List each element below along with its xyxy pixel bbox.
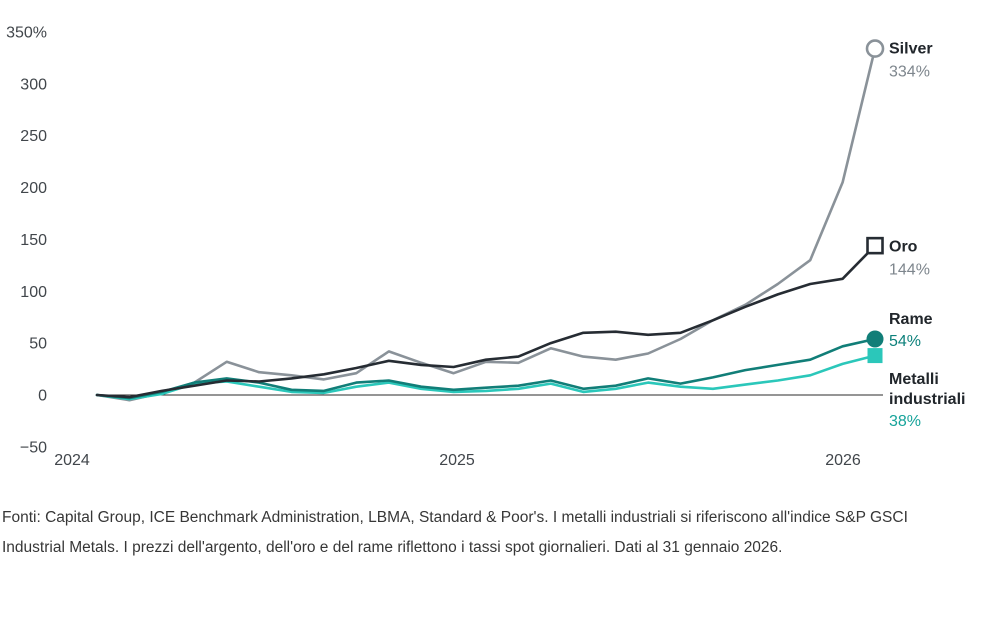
y-axis-tick-label: 200	[20, 180, 47, 197]
metals-performance-chart: 350% 300 250 200 150 100 50 0 −50 2024 2025 2026 Sil…	[6, 25, 965, 470]
oro-line	[95, 244, 877, 399]
silver-legend-value: 334%	[889, 64, 930, 81]
silver-marker	[865, 39, 885, 58]
rame-marker	[866, 330, 884, 348]
silver-legend-label: Silver	[889, 41, 933, 58]
source-footnote: Fonti: Capital Group, ICE Benchmark Admi…	[2, 509, 908, 556]
chart-svg: 350% 300 250 200 150 100 50 0 −50 2024 2025 2026 Sil…	[6, 25, 965, 470]
y-axis-tick-label: 350%	[6, 25, 47, 42]
y-axis-tick-label: 150	[20, 232, 47, 249]
y-axis-tick-label: 0	[38, 388, 47, 405]
y-axis-tick-label: −50	[20, 439, 47, 456]
oro-marker	[866, 236, 884, 255]
oro-legend-label: Oro	[889, 239, 918, 256]
y-axis-tick-label: 250	[20, 128, 47, 145]
x-axis-tick-label: 2024	[54, 452, 90, 469]
metalli-industriali-marker	[867, 348, 883, 364]
metalli-industriali-legend-value: 38%	[889, 413, 921, 430]
silver-line	[95, 47, 877, 402]
rame-legend-label: Rame	[889, 311, 933, 328]
y-axis-tick-label: 300	[20, 76, 47, 93]
rame-legend-value: 54%	[889, 333, 921, 350]
y-axis-tick-label: 100	[20, 284, 47, 301]
x-axis-tick-label: 2026	[825, 452, 861, 469]
y-axis-tick-label: 50	[29, 336, 47, 353]
x-axis-tick-label: 2025	[439, 452, 475, 469]
metalli-industriali-legend-label: industriali	[889, 391, 965, 408]
rame-line	[95, 337, 877, 400]
metalli-industriali-legend-label: Metalli	[889, 371, 939, 388]
oro-legend-value: 144%	[889, 262, 930, 279]
